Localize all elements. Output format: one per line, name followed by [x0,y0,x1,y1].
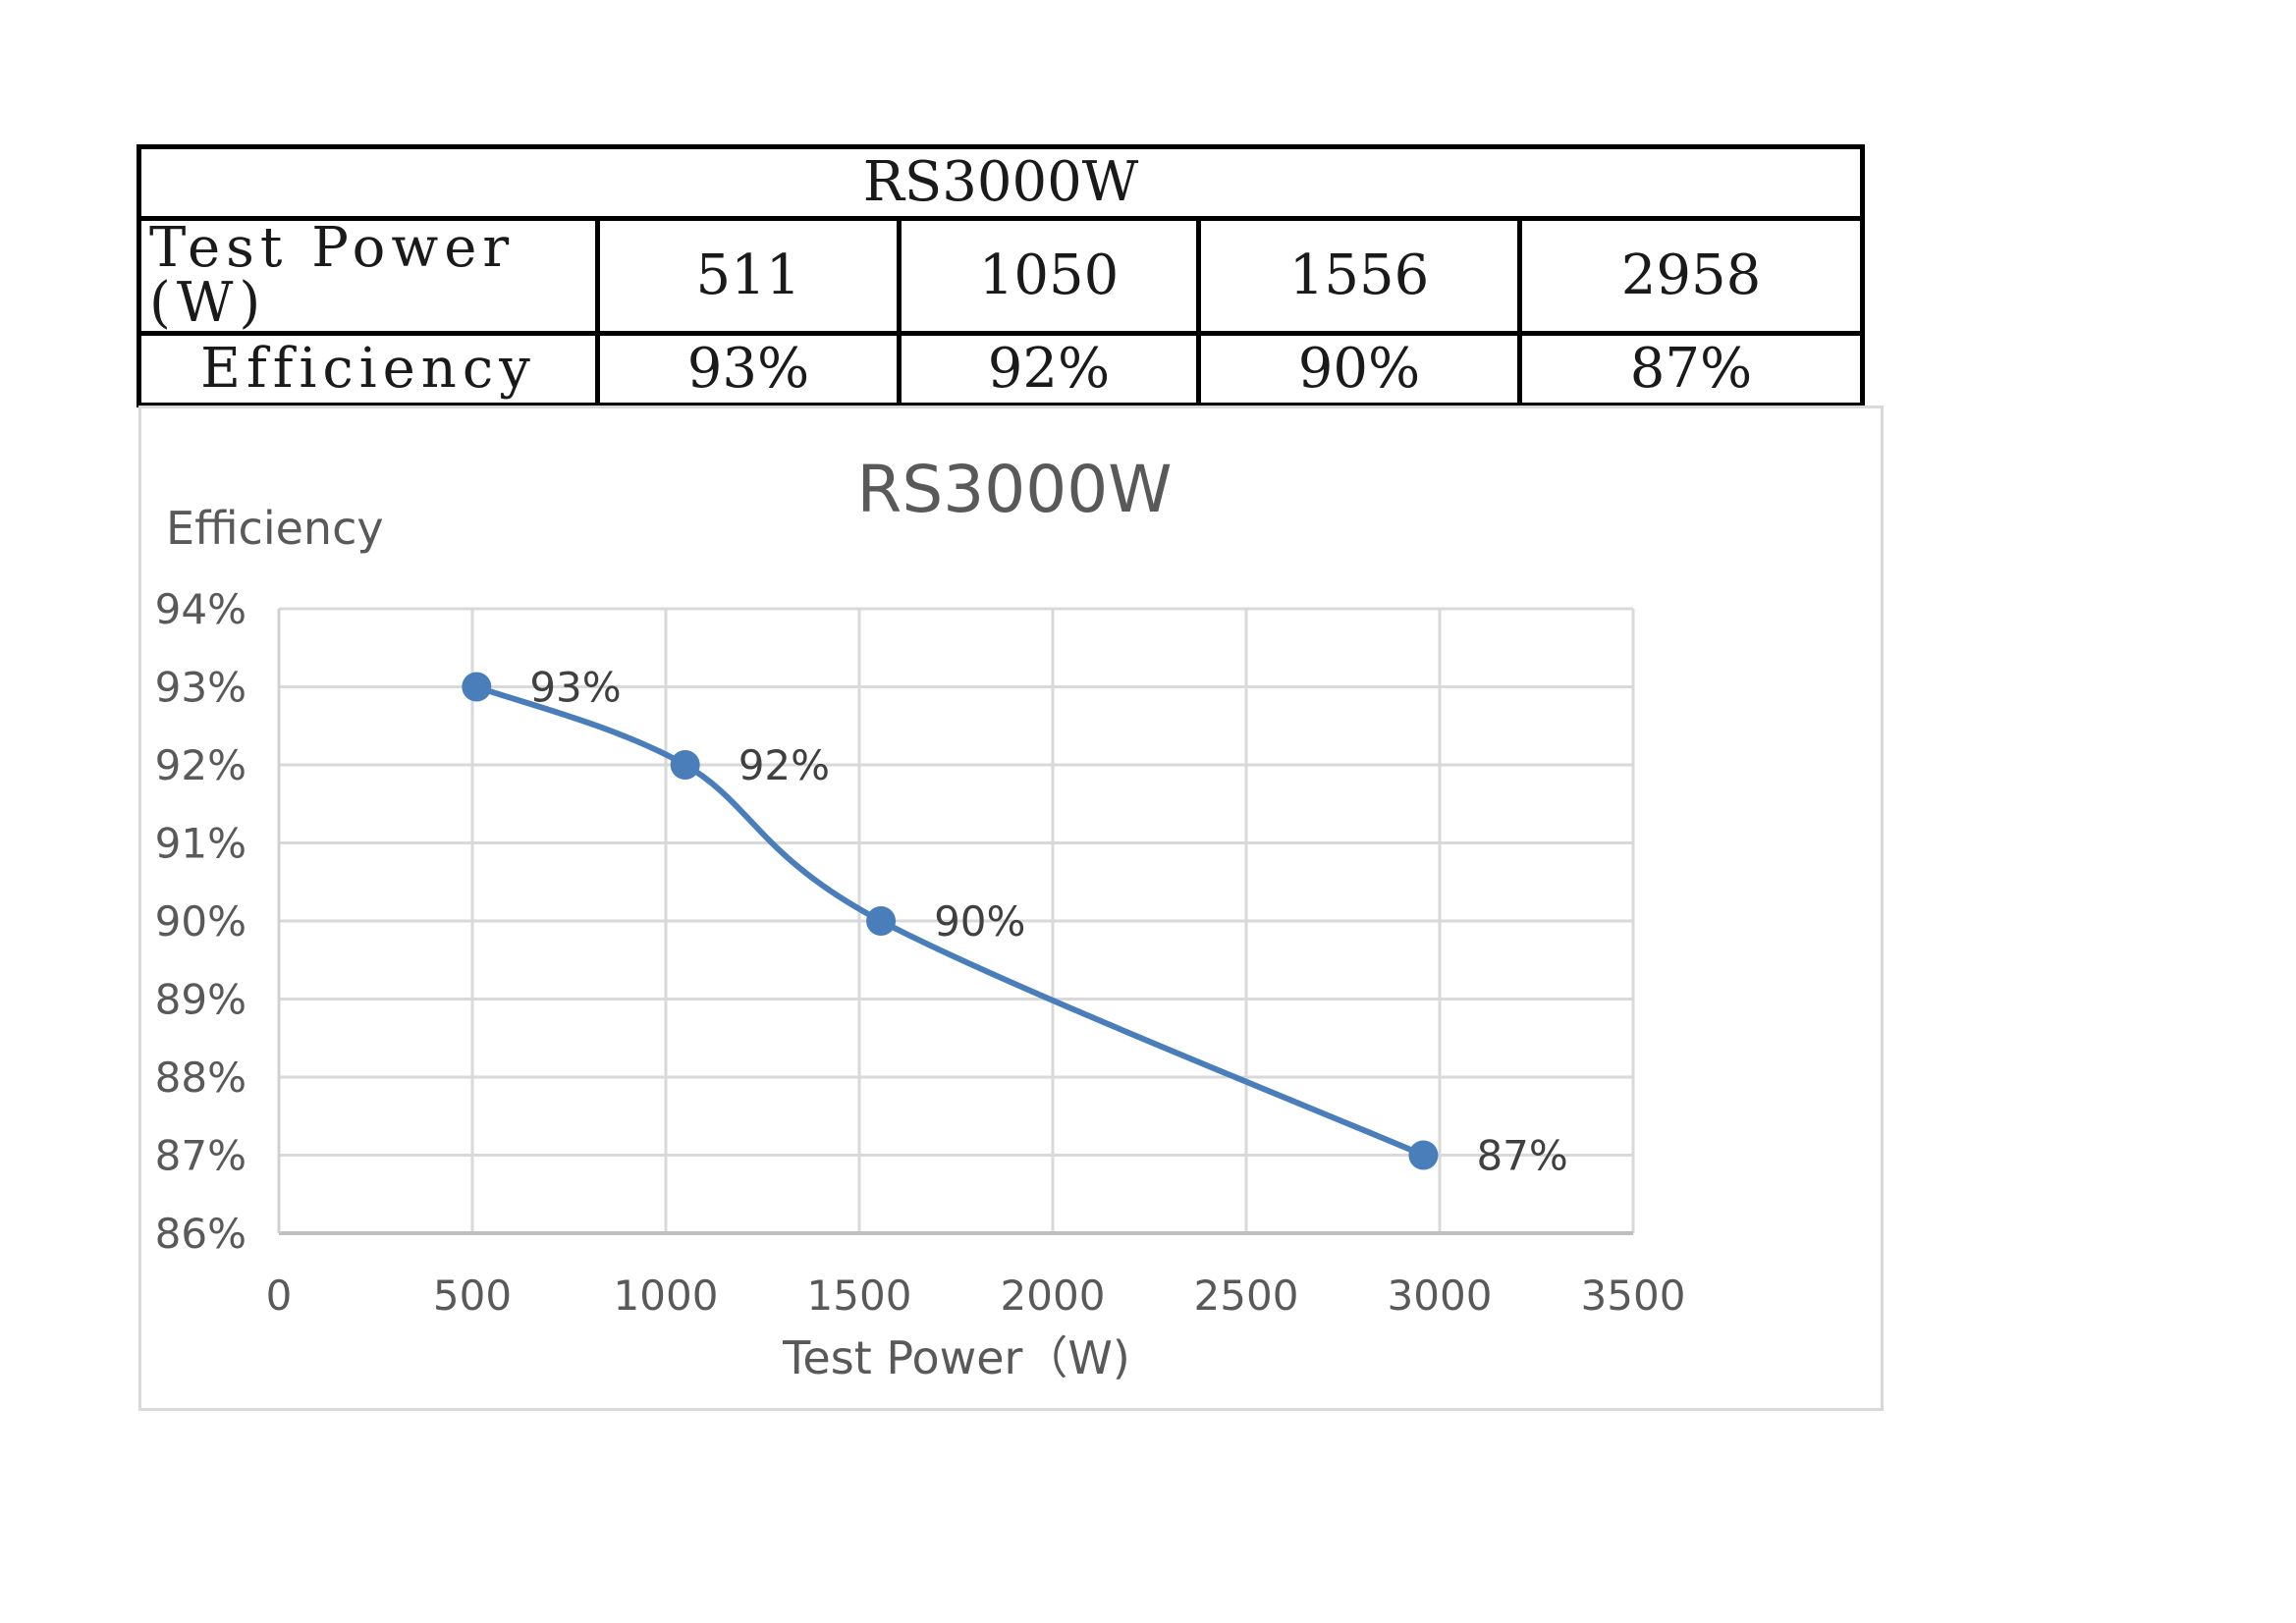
table-cell: 87% [1517,331,1865,407]
y-axis-label: Efficiency [166,502,384,555]
data-label: 90% [934,897,1025,946]
data-label: 92% [738,741,830,789]
y-tick-label: 89% [155,976,246,1024]
table-cell: 511 [595,216,902,336]
y-tick-label: 93% [155,664,246,712]
table-cell: 92% [897,331,1201,407]
data-point [866,906,897,936]
axis-ticks: 86% 87% 88% 89% 90% 91% 92% 93% 94% 0 500 1000 1500 2… [155,585,1686,1320]
y-tick-label: 87% [155,1132,246,1180]
chart-title: RS3000W [857,452,1173,527]
series-layer: 93% 92% 90% 87% [462,664,1568,1180]
x-tick-label: 2500 [1194,1271,1299,1320]
table-cell: 1556 [1196,216,1522,336]
y-tick-label: 94% [155,585,246,633]
data-point [670,750,700,780]
x-tick-label: 3500 [1581,1271,1686,1320]
x-tick-label: 1000 [614,1271,719,1320]
table-cell: 93% [595,331,902,407]
y-tick-label: 88% [155,1054,246,1102]
table-title-row: RS3000W [137,144,1865,221]
y-tick-label: 92% [155,741,246,789]
x-tick-label: 2000 [1001,1271,1106,1320]
data-point [1408,1140,1439,1170]
row-label-test-power: Test Power (W) [137,216,600,336]
table-row: Test Power (W) 511 1050 1556 2958 [137,216,1865,336]
chart-frame: RS3000W Efficiency Test Power（W) 86% 87% 8… [138,406,1884,1411]
data-label: 93% [529,664,621,712]
y-tick-label: 91% [155,820,246,868]
table-row: Efficiency 93% 92% 90% 87% [137,331,1865,407]
table-title: RS3000W [137,144,1865,221]
data-label: 87% [1476,1132,1567,1180]
table-cell: 90% [1196,331,1522,407]
x-tick-label: 1500 [807,1271,912,1320]
y-tick-label: 86% [155,1210,246,1258]
x-tick-label: 3000 [1388,1271,1493,1320]
spec-table: RS3000W Test Power (W) 511 1050 1556 295… [137,144,1865,407]
row-label-efficiency: Efficiency [137,331,600,407]
x-tick-label: 500 [433,1271,512,1320]
data-point [462,672,492,702]
x-tick-label: 0 [266,1271,293,1320]
y-tick-label: 90% [155,897,246,946]
x-axis-label: Test Power（W) [782,1331,1130,1384]
series-line [473,683,1427,1159]
grid [277,607,1635,1235]
table-cell: 2958 [1517,216,1865,336]
table-cell: 1050 [897,216,1201,336]
efficiency-chart: RS3000W Efficiency Test Power（W) 86%87%8… [155,452,1686,1384]
